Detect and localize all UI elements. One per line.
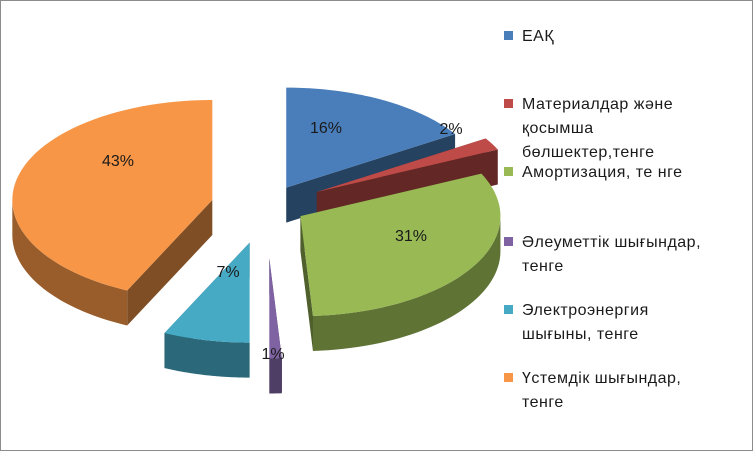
legend-swatch-overhead <box>504 373 513 382</box>
legend-label-overhead: Үстемдік шығындар, тенге <box>522 370 682 411</box>
data-label-overhead: 43% <box>102 153 134 170</box>
legend-label-amortization: Амортизация, те нге <box>522 164 683 181</box>
pie-slice-overhead <box>12 100 213 326</box>
legend-swatch-amortization <box>504 167 513 176</box>
data-label-amortization: 31% <box>395 228 427 245</box>
legend-label-social: Әлеуметтік шығындар, тенге <box>522 234 702 275</box>
legend-swatch-eaq <box>504 31 513 40</box>
legend: ЕАҚ Материалдар және қосымша бөлшектер,т… <box>504 1 749 450</box>
pie-slice-electricity <box>164 242 250 378</box>
data-label-eaq: 16% <box>310 120 342 137</box>
pie-slice-social <box>269 258 282 394</box>
legend-swatch-materials <box>504 99 513 108</box>
pie-slice-amortization <box>300 173 501 351</box>
data-label-electricity: 7% <box>216 264 239 281</box>
data-label-materials: 2% <box>439 121 462 138</box>
data-label-social: 1% <box>261 346 284 363</box>
legend-swatch-electricity <box>504 305 513 314</box>
legend-label-materials: Материалдар және қосымша бөлшектер,тенге <box>522 96 674 161</box>
legend-swatch-social <box>504 237 513 246</box>
legend-label-eaq: ЕАҚ <box>522 28 555 45</box>
legend-label-electricity: Электроэнергия шығыны, тенге <box>522 302 649 343</box>
